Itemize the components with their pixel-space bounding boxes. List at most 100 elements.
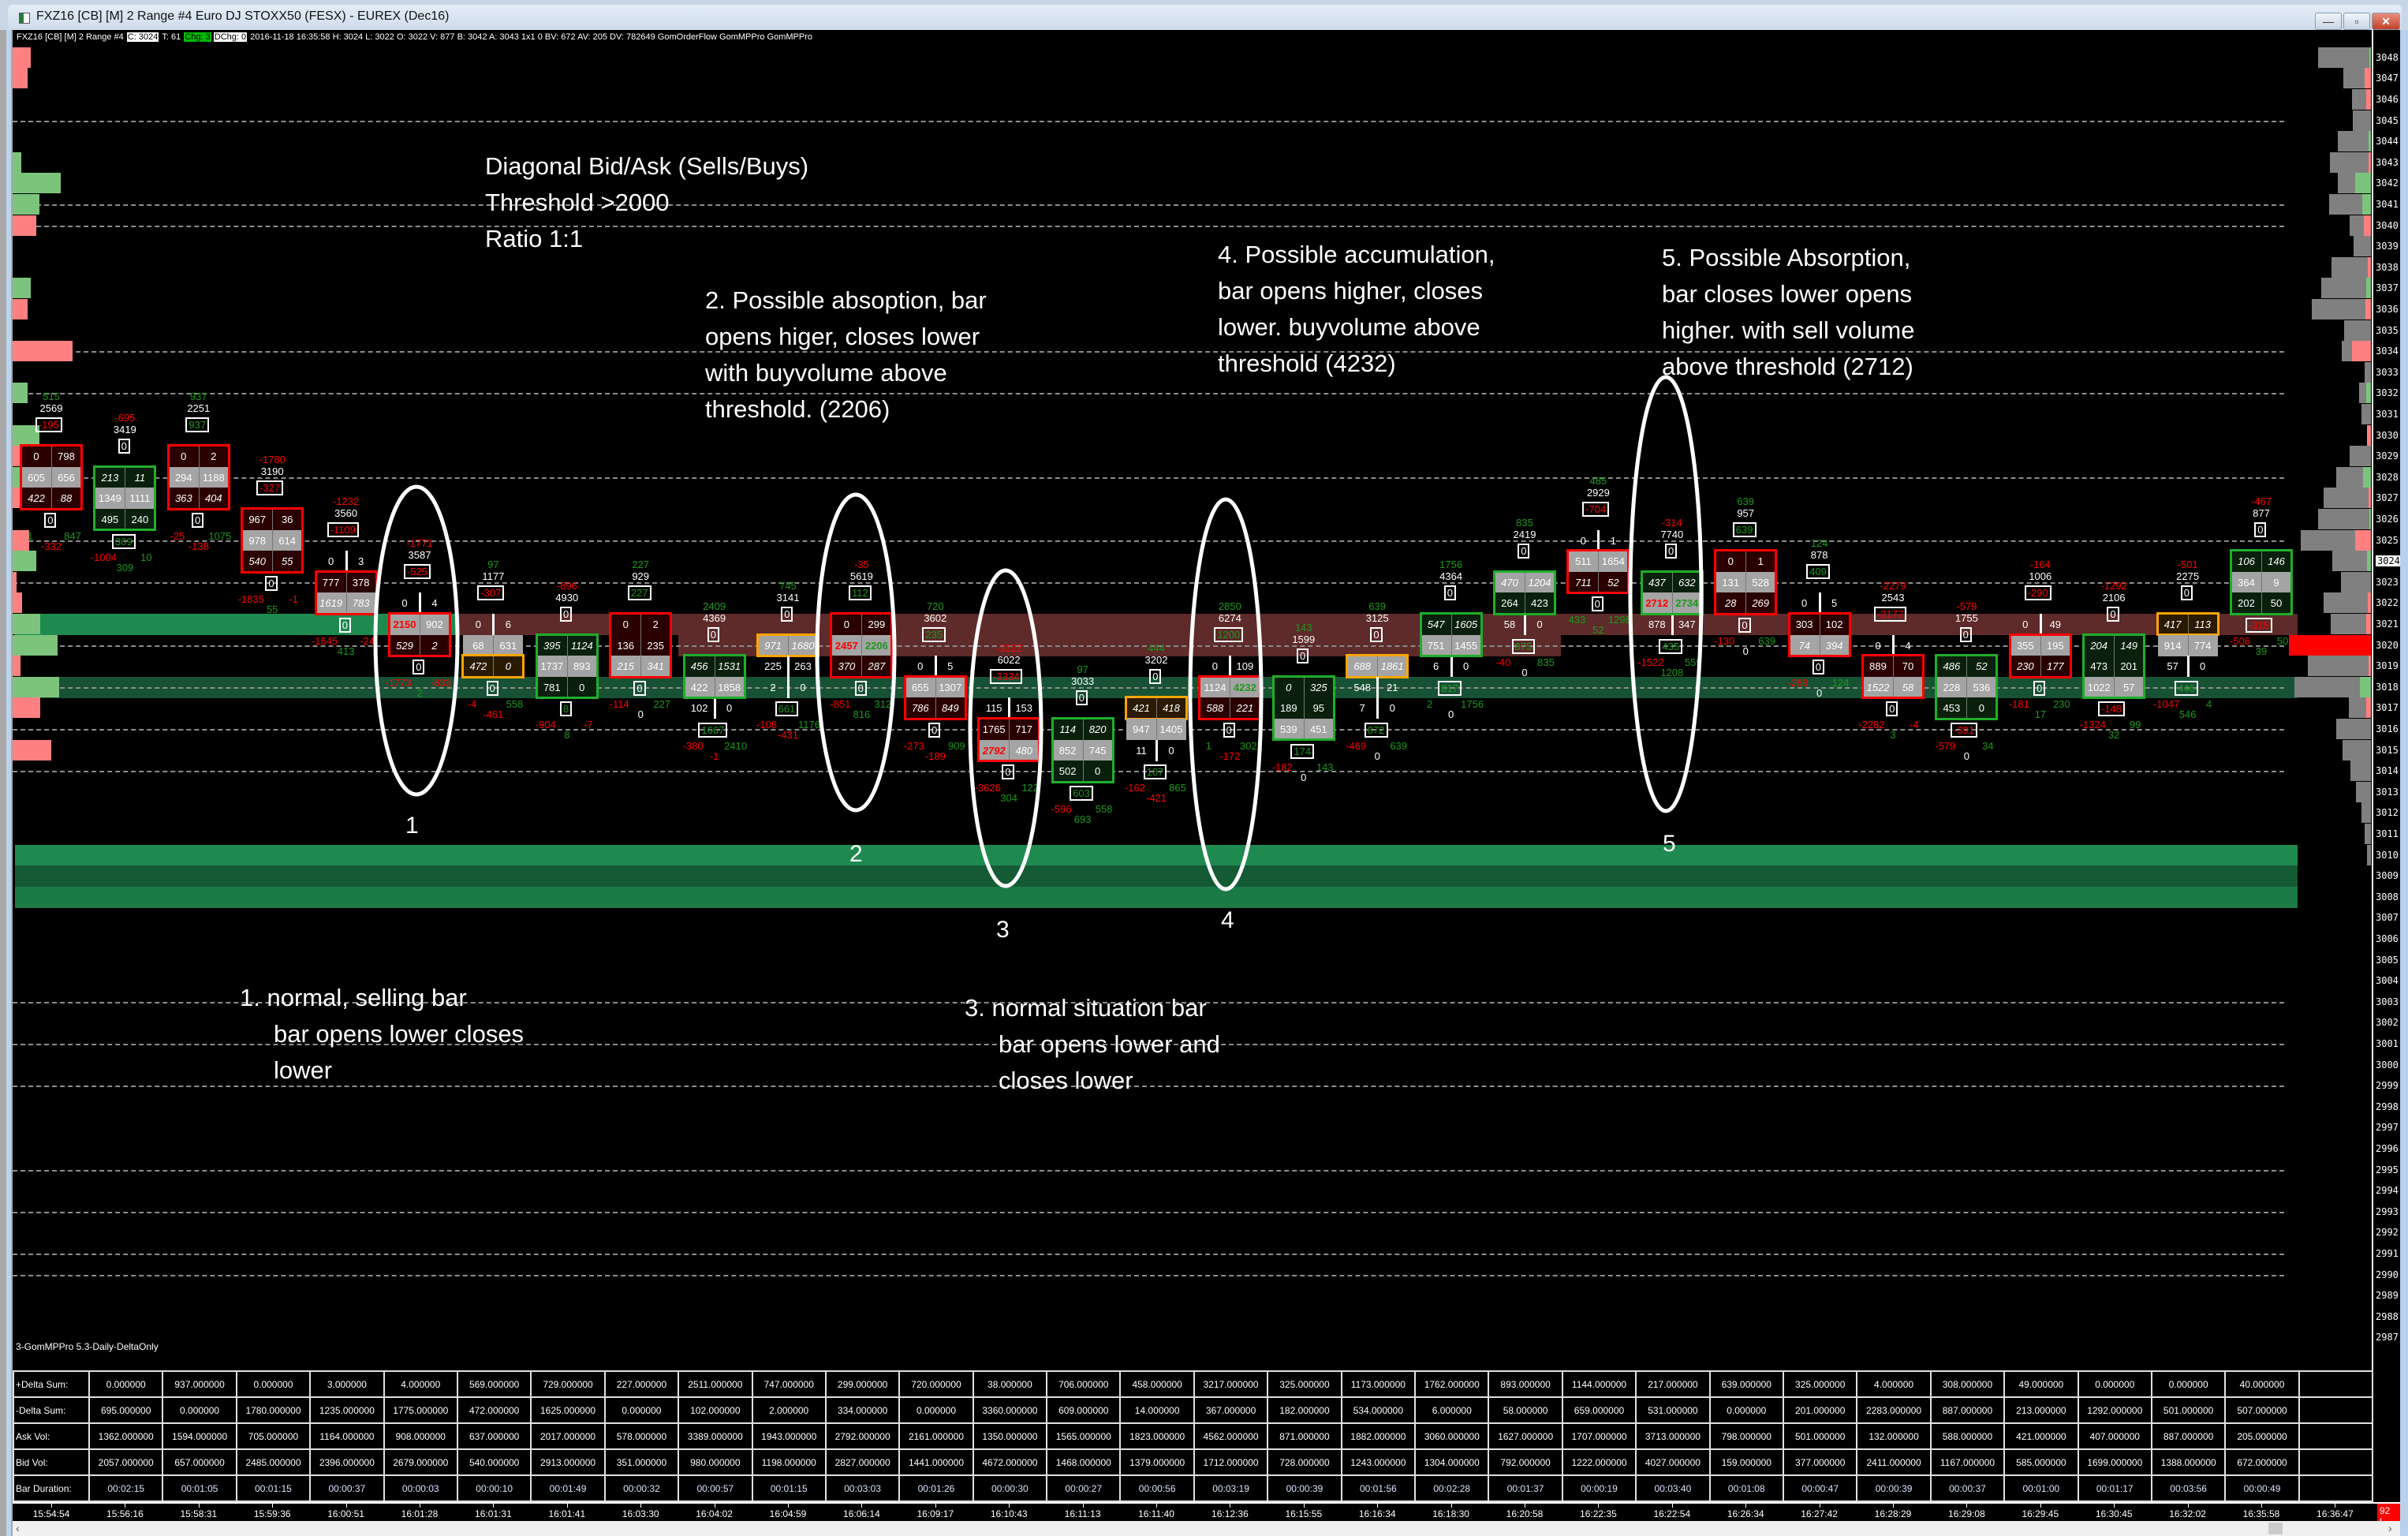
time-tick <box>272 1504 274 1508</box>
bar-volume: 3033 <box>1071 675 1095 687</box>
ask-cell: 528 <box>1745 571 1776 593</box>
cell-divider <box>1893 676 1894 698</box>
footprint-chart[interactable]: FXZ16 [CB] [M] 2 Range #4 C: 3024 T: 61 … <box>13 30 2400 1521</box>
annotation-line: closes lower <box>999 1067 1133 1094</box>
bar-footer-right: 230 <box>2052 697 2070 710</box>
bid-cell: 213 <box>95 466 125 488</box>
last-bar-label: 92 L <box>2377 1504 2400 1521</box>
window-title: FXZ16 [CB] [M] 2 Range #4 Euro DJ STOXX5… <box>36 9 450 23</box>
left-profile-bar <box>13 571 17 592</box>
bar-bottom-box: 1667 <box>698 722 728 738</box>
bid-cell: 6 <box>1432 660 1439 673</box>
bid-cell: 0 <box>168 446 199 468</box>
ask-cell: 2206 <box>861 634 892 656</box>
table-cell: 637.000000 <box>456 1422 532 1450</box>
bid-cell: 1022 <box>2084 676 2115 698</box>
left-profile-bar <box>13 278 31 299</box>
title-bar[interactable]: FXZ16 [CB] [M] 2 Range #4 Euro DJ STOXX5… <box>8 5 2402 30</box>
cell-divider <box>1156 718 1157 740</box>
bid-cell: 2 <box>770 681 776 693</box>
cell-divider <box>345 592 347 615</box>
bar-footer-left: -181 <box>2008 697 2029 710</box>
bid-cell: 2712 <box>1641 592 1672 615</box>
bar-bottom-box: -148 <box>2098 701 2126 717</box>
bid-cell: 655 <box>905 676 935 698</box>
bar-bottom-box: 0 <box>633 680 646 696</box>
price-band <box>457 613 2298 635</box>
ask-cell: 9 <box>2261 571 2291 593</box>
bar-top-box: -1109 <box>327 522 359 538</box>
cell-divider <box>1303 697 1305 719</box>
table-cell: 4.000000 <box>383 1370 458 1398</box>
table-row: -Delta Sum: 695.000000 0.000000 1780.000000… <box>13 1396 2374 1424</box>
maximize-button[interactable]: ▫ <box>2343 13 2370 30</box>
ask-cell: 0 <box>1168 744 1174 757</box>
bid-cell: 2457 <box>831 634 862 656</box>
bar-top-box: -525 <box>403 564 431 580</box>
bar-bottom-box: 0 <box>265 575 278 591</box>
minimize-button[interactable]: — <box>2315 13 2342 30</box>
table-cell: 657.000000 <box>162 1448 237 1476</box>
ask-cell: 70 <box>1893 656 1923 678</box>
price-level-line <box>13 686 2284 689</box>
table-cell: 2792.000000 <box>824 1422 901 1450</box>
bar-top-box: -307 <box>477 585 505 600</box>
table-cell: 2017.000000 <box>530 1422 606 1450</box>
annotation-line: with buyvolume above <box>705 359 947 387</box>
price-level-line <box>13 1253 2284 1255</box>
horizontal-scrollbar[interactable]: ‹ › <box>13 1521 2400 1536</box>
bar-footer-bottom: 55 <box>266 603 278 615</box>
price-label: 3030 <box>2376 429 2399 441</box>
table-cell: 00:00:47 <box>1782 1474 1858 1502</box>
price-level-line <box>13 225 2284 227</box>
right-profile-bar <box>2353 110 2371 131</box>
wick-line <box>1229 656 1232 678</box>
ask-cell: 451 <box>1303 718 1334 740</box>
bar-delta: -501 <box>2177 558 2198 570</box>
bid-cell: 202 <box>2231 592 2261 615</box>
cell-divider <box>1303 676 1305 698</box>
bid-cell: 74 <box>1789 634 1820 656</box>
bid-cell: 495 <box>95 508 125 530</box>
wick-line <box>1008 697 1011 719</box>
table-cell: 00:00:37 <box>309 1474 385 1502</box>
close-button[interactable]: ✕ <box>2372 13 2400 30</box>
ask-cell: 1204 <box>1525 571 1555 593</box>
bar-top-box: 0 <box>1959 627 1972 643</box>
bar-footer-bottom: -421 <box>1145 792 1167 805</box>
bid-cell: 688 <box>1347 656 1378 678</box>
right-profile-bar <box>2331 256 2371 278</box>
wick-line <box>787 676 790 698</box>
bar-volume: 2251 <box>187 402 211 415</box>
cell-divider <box>2114 656 2115 678</box>
bar-footer-right: 558 <box>1095 802 1113 815</box>
table-cell: 1144.000000 <box>1561 1370 1637 1398</box>
time-label: 16:06:14 <box>843 1508 880 1519</box>
bar-bottom-box: 0 <box>413 660 425 675</box>
time-tick <box>198 1504 200 1508</box>
bar-top-box: -290 <box>2024 585 2051 600</box>
table-cell: 00:01:26 <box>898 1474 974 1502</box>
cell-divider <box>1966 656 1968 678</box>
ask-cell: 717 <box>1009 718 1040 740</box>
bar-volume: 1177 <box>482 570 505 582</box>
scrollbar-thumb[interactable] <box>2268 1523 2283 1534</box>
ask-cell: 21 <box>1386 681 1398 693</box>
bar-delta: 937 <box>189 391 207 403</box>
scroll-right-arrow-icon[interactable]: › <box>2388 1522 2392 1534</box>
bar-top-box: -2177 <box>1874 606 1907 622</box>
annotation-line: threshold (4232) <box>1218 349 1396 377</box>
table-cell: 00:00:32 <box>603 1474 680 1502</box>
right-profile-tip <box>2369 508 2371 529</box>
scroll-left-arrow-icon[interactable]: ‹ <box>16 1522 20 1534</box>
bar-delta: 515 <box>43 391 60 403</box>
table-cell: 213.000000 <box>2003 1396 2079 1424</box>
bar-footer-right: 1756 <box>1461 697 1484 710</box>
table-cell: 1243.000000 <box>1340 1448 1417 1476</box>
table-cell: 351.000000 <box>603 1448 680 1476</box>
price-level-line <box>13 771 2284 773</box>
bar-footer-bottom: -172 <box>1219 749 1241 762</box>
bar-top-box: 0 <box>118 438 130 454</box>
bar-footer-bottom: 1208 <box>1660 666 1684 678</box>
